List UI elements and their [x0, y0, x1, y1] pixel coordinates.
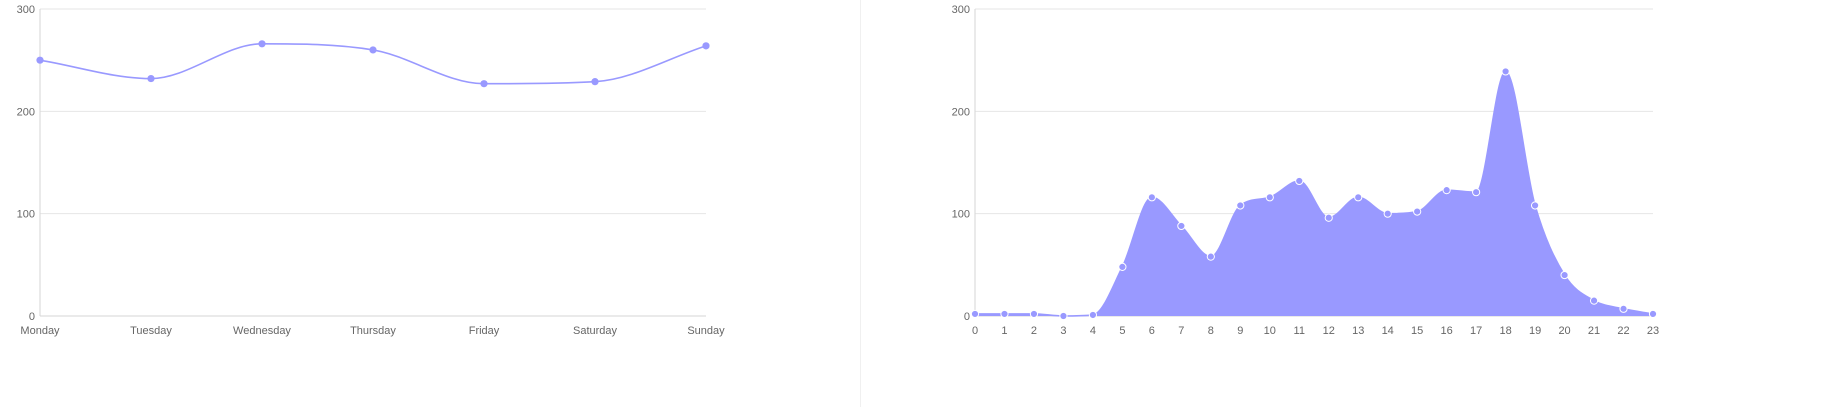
data-point-20[interactable]: [1560, 270, 1569, 280]
data-point-14[interactable]: [1383, 209, 1392, 218]
series-area: [975, 71, 1653, 316]
x-tick-label-18: 18: [1499, 325, 1511, 337]
x-tick-label-21: 21: [1588, 325, 1600, 337]
x-tick-label-2: 2: [1031, 325, 1037, 337]
x-tick-label-8: 8: [1208, 325, 1214, 337]
y-tick-label-200: 200: [952, 106, 970, 118]
x-tick-label-10: 10: [1264, 325, 1276, 337]
x-tick-label-15: 15: [1411, 325, 1423, 337]
x-tick-label-tuesday: Tuesday: [130, 325, 172, 337]
data-point-17[interactable]: [1472, 188, 1481, 197]
data-point-15[interactable]: [1413, 207, 1422, 216]
x-tick-label-23: 23: [1647, 325, 1659, 337]
data-point-2[interactable]: [1029, 309, 1039, 319]
x-tick-label-wednesday: Wednesday: [233, 325, 291, 337]
x-tick-label-16: 16: [1441, 325, 1453, 337]
x-tick-label-monday: Monday: [20, 325, 60, 337]
panel-divider: [860, 0, 861, 407]
x-tick-label-0: 0: [972, 325, 978, 337]
x-tick-label-1: 1: [1001, 325, 1007, 337]
data-point-19[interactable]: [1530, 201, 1540, 210]
data-point-1[interactable]: [1000, 309, 1009, 319]
data-point-monday[interactable]: [36, 56, 44, 64]
data-point-11[interactable]: [1295, 176, 1304, 186]
data-point-thursday[interactable]: [369, 46, 377, 54]
data-point-22[interactable]: [1619, 304, 1628, 313]
data-point-23[interactable]: [1648, 309, 1658, 319]
x-tick-label-14: 14: [1382, 325, 1394, 337]
data-point-6[interactable]: [1147, 193, 1156, 202]
data-point-3[interactable]: [1059, 311, 1068, 321]
x-tick-label-saturday: Saturday: [573, 325, 618, 337]
y-tick-label-300: 300: [952, 4, 970, 16]
x-tick-label-5: 5: [1119, 325, 1125, 337]
x-tick-label-7: 7: [1178, 325, 1184, 337]
data-point-8[interactable]: [1206, 252, 1215, 261]
x-tick-label-3: 3: [1060, 325, 1066, 337]
data-point-tuesday[interactable]: [147, 74, 155, 83]
y-tick-label-100: 100: [17, 209, 35, 221]
weekday-line-chart: 0 100 200 300 Monday Tuesday Wednesday Thursday…: [17, 4, 726, 337]
data-point-friday[interactable]: [480, 80, 488, 88]
data-point-13[interactable]: [1354, 193, 1363, 202]
data-point-4[interactable]: [1088, 310, 1098, 320]
x-tick-label-thursday: Thursday: [350, 325, 396, 337]
data-point-21[interactable]: [1589, 296, 1599, 305]
data-point-16[interactable]: [1442, 186, 1451, 195]
y-tick-label-300: 300: [17, 4, 35, 16]
data-point-sunday[interactable]: [702, 42, 710, 50]
y-tick-label-200: 200: [17, 106, 35, 118]
x-tick-label-12: 12: [1323, 325, 1335, 337]
data-point-0[interactable]: [970, 309, 980, 319]
data-point-7[interactable]: [1177, 221, 1186, 231]
x-tick-label-11: 11: [1294, 325, 1305, 337]
data-point-12[interactable]: [1324, 213, 1333, 222]
x-tick-label-22: 22: [1617, 325, 1629, 337]
data-point-saturday[interactable]: [591, 78, 599, 86]
data-point-9[interactable]: [1236, 201, 1245, 210]
x-tick-label-17: 17: [1470, 325, 1482, 337]
x-tick-label-9: 9: [1237, 325, 1243, 337]
data-point-wednesday[interactable]: [258, 40, 266, 48]
x-tick-label-19: 19: [1529, 325, 1541, 337]
x-tick-label-6: 6: [1149, 325, 1155, 337]
x-tick-label-13: 13: [1352, 325, 1364, 337]
data-point-10[interactable]: [1265, 193, 1274, 202]
x-tick-label-sunday: Sunday: [687, 325, 725, 337]
y-tick-label-0: 0: [964, 311, 970, 323]
x-tick-label-friday: Friday: [469, 325, 500, 337]
data-point-18[interactable]: [1501, 67, 1510, 76]
y-tick-label-100: 100: [952, 209, 970, 221]
x-tick-label-4: 4: [1090, 325, 1096, 337]
x-tick-label-20: 20: [1558, 325, 1570, 337]
data-point-5[interactable]: [1118, 262, 1127, 271]
y-tick-label-0: 0: [29, 311, 35, 323]
